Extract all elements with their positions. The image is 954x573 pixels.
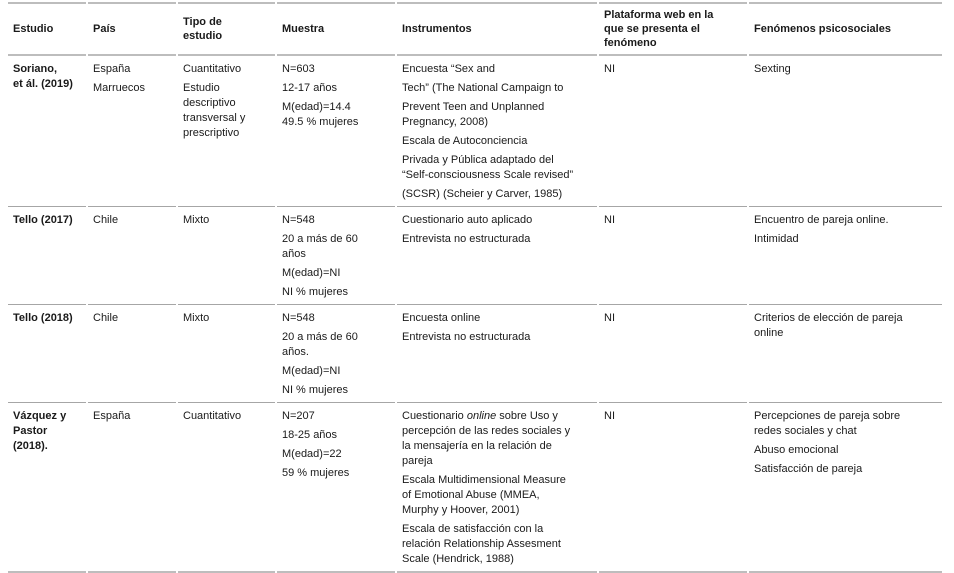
muestra-item: M(edad)=22 bbox=[282, 448, 342, 460]
muestra-item: N=548 bbox=[282, 312, 315, 324]
column-header-muestra: Muestra bbox=[277, 2, 395, 56]
muestra-item: M(edad)=14.4 49.5 % mujeres bbox=[282, 101, 359, 128]
pais-item: España bbox=[93, 410, 131, 422]
pais-item: España bbox=[93, 63, 131, 75]
column-header-instrumentos: Instrumentos bbox=[397, 2, 597, 56]
header-row: Estudio País Tipo de estudio Muestra Ins… bbox=[8, 2, 942, 56]
muestra-item: NI % mujeres bbox=[282, 286, 349, 298]
plataforma-value: NI bbox=[604, 214, 615, 226]
cell-fenomenos: Encuentro de pareja online. Intimidad bbox=[749, 207, 942, 305]
cell-instrumentos: Encuesta “Sex and Tech” (The National Ca… bbox=[397, 56, 597, 207]
instrumento-item: Escala Multidimensional Measure of Emoti… bbox=[402, 474, 566, 516]
fenomeno-item: Satisfacción de pareja bbox=[754, 463, 863, 475]
column-header-tipo-de-estudio: Tipo de estudio bbox=[178, 2, 275, 56]
fenomeno-item: Intimidad bbox=[754, 233, 799, 245]
cell-instrumentos: Cuestionario auto aplicado Entrevista no… bbox=[397, 207, 597, 305]
cell-pais: España bbox=[88, 403, 176, 573]
muestra-item: 18-25 años bbox=[282, 429, 338, 441]
cell-muestra: N=548 20 a más de 60 años. M(edad)=NI NI… bbox=[277, 305, 395, 403]
muestra-item: N=603 bbox=[282, 63, 315, 75]
cell-muestra: N=603 12-17 años M(edad)=14.4 49.5 % muj… bbox=[277, 56, 395, 207]
cell-fenomenos: Sexting bbox=[749, 56, 942, 207]
instrumento-text: Cuestionario bbox=[402, 410, 467, 422]
table-row-soriano-2019: Soriano, et ál. (2019) España Marruecos … bbox=[8, 56, 942, 207]
column-header-pais: País bbox=[88, 2, 176, 56]
column-header-estudio: Estudio bbox=[8, 2, 86, 56]
cell-plataforma: NI bbox=[599, 305, 747, 403]
tipo-item: Cuantitativo bbox=[183, 410, 242, 422]
instrumento-item: Prevent Teen and Unplanned Pregnancy, 20… bbox=[402, 101, 545, 128]
tipo-item: Estudio descriptivo transversal y prescr… bbox=[183, 82, 246, 139]
fenomeno-item: Sexting bbox=[754, 63, 791, 75]
tipo-item: Mixto bbox=[183, 214, 210, 226]
cell-muestra: N=548 20 a más de 60 años M(edad)=NI NI … bbox=[277, 207, 395, 305]
cell-pais: Chile bbox=[88, 305, 176, 403]
fenomeno-item: Encuentro de pareja online. bbox=[754, 214, 889, 226]
plataforma-value: NI bbox=[604, 63, 615, 75]
table-row-tello-2017: Tello (2017) Chile Mixto N=548 20 a más … bbox=[8, 207, 942, 305]
table-row-vazquez-pastor-2018: Vázquez y Pastor (2018). España Cuantita… bbox=[8, 403, 942, 573]
instrumento-item: Encuesta online bbox=[402, 312, 481, 324]
muestra-item: N=548 bbox=[282, 214, 315, 226]
cell-tipo-de-estudio: Mixto bbox=[178, 207, 275, 305]
cell-fenomenos: Percepciones de pareja sobre redes socia… bbox=[749, 403, 942, 573]
muestra-item: N=207 bbox=[282, 410, 315, 422]
cell-muestra: N=207 18-25 años M(edad)=22 59 % mujeres bbox=[277, 403, 395, 573]
fenomeno-item: Percepciones de pareja sobre redes socia… bbox=[754, 410, 901, 437]
cell-tipo-de-estudio: Mixto bbox=[178, 305, 275, 403]
cell-estudio: Tello (2018) bbox=[8, 305, 86, 403]
cell-plataforma: NI bbox=[599, 403, 747, 573]
instrumento-text-italic: online bbox=[466, 410, 497, 422]
cell-estudio: Vázquez y Pastor (2018). bbox=[8, 403, 86, 573]
pais-item: Chile bbox=[93, 312, 119, 324]
cell-tipo-de-estudio: Cuantitativo Estudio descriptivo transve… bbox=[178, 56, 275, 207]
study-name: Tello (2018) bbox=[13, 312, 73, 324]
fenomeno-item: Criterios de elección de pareja online bbox=[754, 312, 903, 339]
tipo-item: Cuantitativo bbox=[183, 63, 242, 75]
instrumento-item: Entrevista no estructurada bbox=[402, 331, 531, 343]
instrumento-item: Cuestionario online sobre Uso y percepci… bbox=[402, 409, 592, 469]
muestra-item: M(edad)=NI bbox=[282, 267, 341, 279]
study-name: Tello (2017) bbox=[13, 214, 73, 226]
muestra-item: M(edad)=NI bbox=[282, 365, 341, 377]
cell-plataforma: NI bbox=[599, 56, 747, 207]
muestra-item: 20 a más de 60 años bbox=[282, 233, 358, 260]
instrumento-text: sobre Uso y percepción de las redes soci… bbox=[402, 410, 571, 467]
plataforma-value: NI bbox=[604, 312, 615, 324]
instrumento-item: Cuestionario auto aplicado bbox=[402, 214, 533, 226]
cell-estudio: Soriano, et ál. (2019) bbox=[8, 56, 86, 207]
muestra-item: 59 % mujeres bbox=[282, 467, 350, 479]
table-row-tello-2018: Tello (2018) Chile Mixto N=548 20 a más … bbox=[8, 305, 942, 403]
muestra-item: 12-17 años bbox=[282, 82, 338, 94]
tipo-item: Mixto bbox=[183, 312, 210, 324]
instrumento-item: Tech” (The National Campaign to bbox=[402, 82, 564, 94]
instrumento-item: Privada y Pública adaptado del “Self-con… bbox=[402, 154, 574, 181]
instrumento-item: Escala de Autoconciencia bbox=[402, 135, 528, 147]
study-name: Soriano, et ál. (2019) bbox=[13, 63, 73, 90]
instrumento-item: Encuesta “Sex and bbox=[402, 63, 495, 75]
instrumento-item: Escala de satisfacción con la relación R… bbox=[402, 523, 561, 565]
column-header-fenomenos: Fenómenos psicosociales bbox=[749, 2, 942, 56]
study-name: Vázquez y Pastor (2018). bbox=[13, 410, 67, 452]
cell-pais: España Marruecos bbox=[88, 56, 176, 207]
cell-instrumentos: Cuestionario online sobre Uso y percepci… bbox=[397, 403, 597, 573]
pais-item: Chile bbox=[93, 214, 119, 226]
cell-tipo-de-estudio: Cuantitativo bbox=[178, 403, 275, 573]
cell-fenomenos: Criterios de elección de pareja online bbox=[749, 305, 942, 403]
studies-review-table: Estudio País Tipo de estudio Muestra Ins… bbox=[6, 2, 944, 573]
cell-instrumentos: Encuesta online Entrevista no estructura… bbox=[397, 305, 597, 403]
muestra-item: NI % mujeres bbox=[282, 384, 349, 396]
muestra-item: 20 a más de 60 años. bbox=[282, 331, 358, 358]
plataforma-value: NI bbox=[604, 410, 615, 422]
cell-pais: Chile bbox=[88, 207, 176, 305]
cell-plataforma: NI bbox=[599, 207, 747, 305]
cell-estudio: Tello (2017) bbox=[8, 207, 86, 305]
pais-item: Marruecos bbox=[93, 82, 145, 94]
fenomeno-item: Abuso emocional bbox=[754, 444, 839, 456]
instrumento-item: (SCSR) (Scheier y Carver, 1985) bbox=[402, 188, 563, 200]
column-header-plataforma: Plataforma web en la que se presenta el … bbox=[599, 2, 747, 56]
instrumento-item: Entrevista no estructurada bbox=[402, 233, 531, 245]
